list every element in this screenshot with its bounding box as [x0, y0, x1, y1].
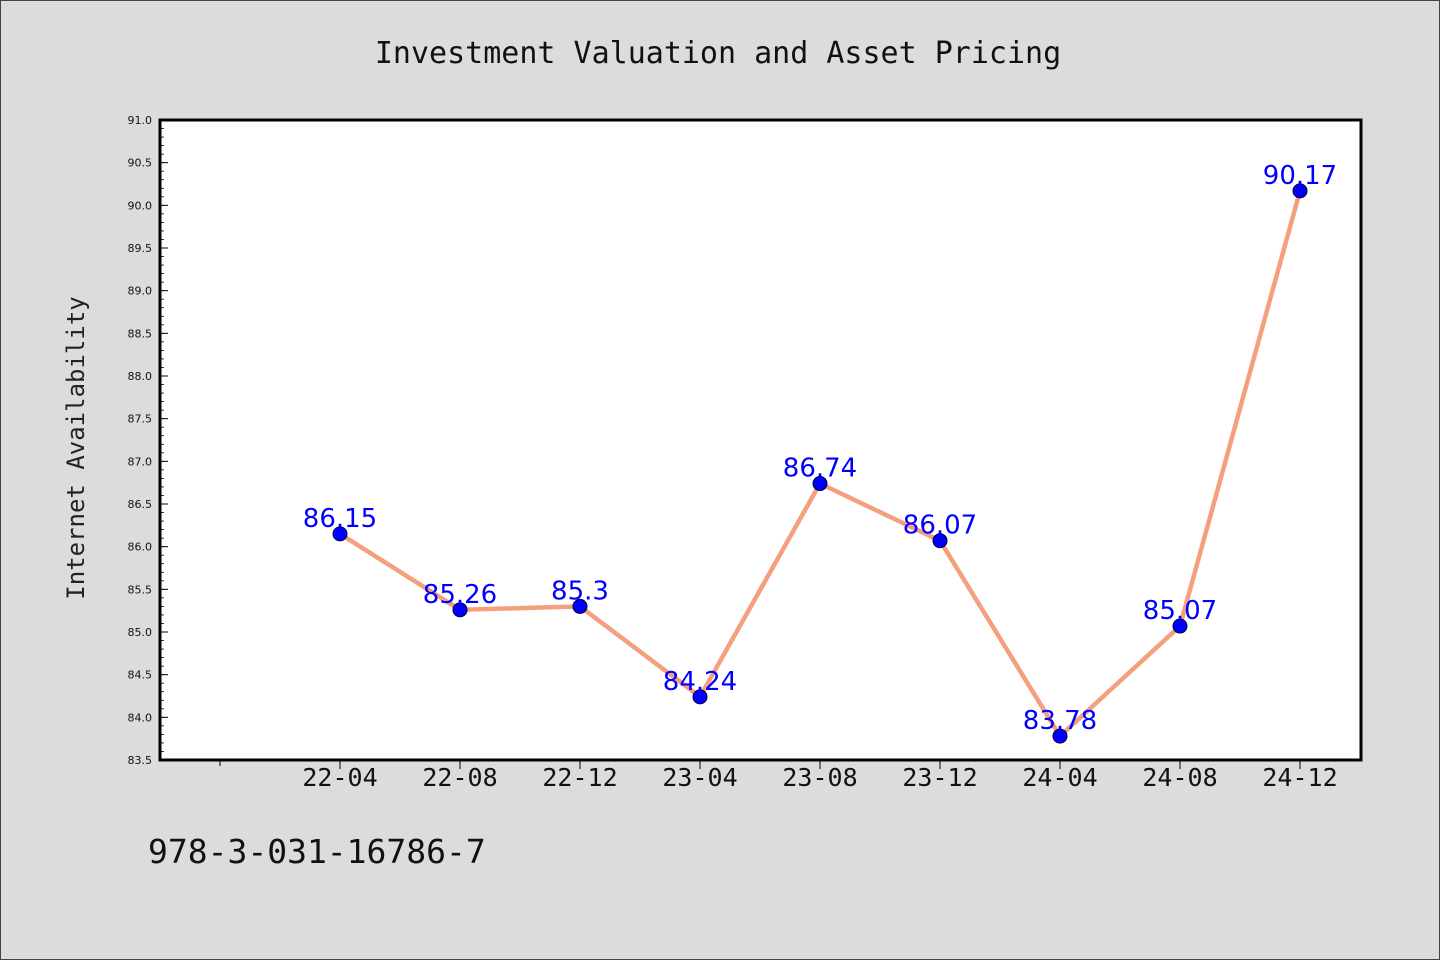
y-tick-label: 85.5 — [128, 583, 153, 596]
data-label: 85.26 — [423, 580, 497, 610]
y-axis: 83.5 84.0 84.5 85.0 85.5 86.0 86.5 87.0 87.5 88.0… — [128, 114, 168, 767]
isbn-text: 978-3-031-16786-7 — [148, 832, 486, 871]
data-label: 84.24 — [663, 667, 737, 697]
x-tick-label: 22-08 — [422, 763, 497, 792]
y-tick-label: 90.0 — [128, 199, 153, 212]
data-label: 86.15 — [303, 504, 377, 534]
y-tick-label: 83.5 — [128, 754, 153, 767]
data-label: 85.3 — [551, 576, 609, 606]
y-tick-label: 88.5 — [128, 327, 153, 340]
data-point — [572, 598, 588, 614]
y-tick-label: 89.0 — [128, 285, 153, 298]
y-tick-label: 89.5 — [128, 242, 153, 255]
x-tick-label: 22-04 — [302, 763, 377, 792]
x-tick-label: 23-08 — [782, 763, 857, 792]
x-tick-label: 24-08 — [1142, 763, 1217, 792]
data-point — [332, 526, 348, 542]
x-tick-label: 24-04 — [1022, 763, 1097, 792]
data-point — [812, 476, 828, 492]
plot-area — [158, 118, 1363, 762]
y-tick-label: 88.0 — [128, 370, 153, 383]
y-tick-label: 87.5 — [128, 413, 153, 426]
data-label: 90.17 — [1263, 161, 1337, 191]
data-label: 86.74 — [783, 454, 857, 484]
y-tick-label: 86.0 — [128, 541, 153, 554]
data-point — [932, 533, 948, 549]
x-tick-label: 24-12 — [1262, 763, 1337, 792]
y-tick-label: 84.5 — [128, 669, 153, 682]
data-point — [452, 602, 468, 618]
y-tick-label: 85.0 — [128, 626, 153, 639]
y-tick-label: 86.5 — [128, 498, 153, 511]
data-label: 85.07 — [1143, 596, 1217, 626]
data-point — [692, 689, 708, 705]
x-axis: 22-04 22-08 22-12 23-04 23-08 23-12 24-04 24-08… — [219, 760, 1338, 792]
y-tick-label: 91.0 — [128, 114, 153, 127]
data-labels: 86.15 85.26 85.3 84.24 86.74 86.07 83.78 85.07 9… — [303, 161, 1337, 736]
x-tick-label: 22-12 — [542, 763, 617, 792]
y-tick-label: 90.5 — [128, 157, 153, 170]
y-tick-label: 87.0 — [128, 455, 153, 468]
chart-title: Investment Valuation and Asset Pricing — [375, 36, 1061, 71]
y-tick-label: 84.0 — [128, 711, 153, 724]
data-label: 83.78 — [1023, 706, 1097, 736]
data-point — [1052, 728, 1068, 744]
x-tick-label: 23-12 — [902, 763, 977, 792]
series-internet-availability — [332, 183, 1308, 744]
data-point — [1292, 183, 1308, 199]
data-label: 86.07 — [903, 511, 977, 541]
x-tick-label: 23-04 — [662, 763, 737, 792]
y-axis-label: Internet Availability — [62, 296, 90, 599]
data-point — [1172, 618, 1188, 634]
